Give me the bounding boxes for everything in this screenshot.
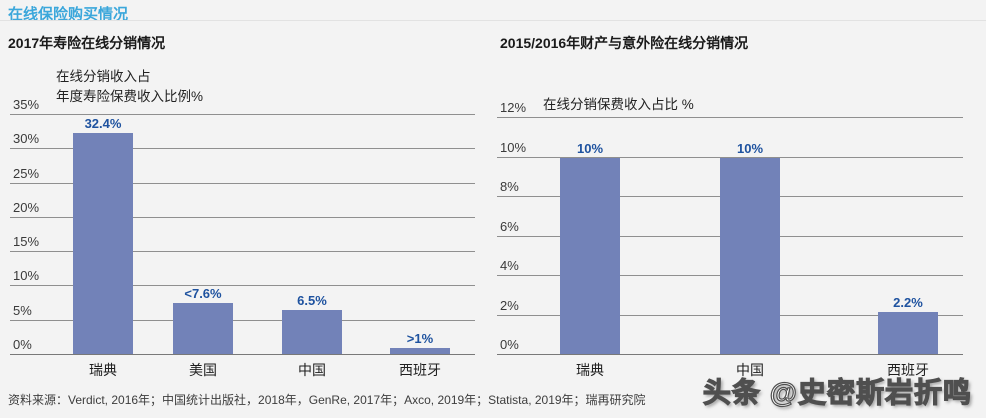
bar-group: 32.4% 瑞典 xyxy=(73,115,133,378)
bar-value-label: 2.2% xyxy=(893,294,923,310)
bar-group: 10% 中国 xyxy=(720,140,780,378)
y-axis-label-line: 年度寿险保费收入比例% xyxy=(56,89,204,105)
bar xyxy=(720,157,780,355)
bar xyxy=(878,311,938,355)
watermark: 头条 @史密斯岩折鸣 xyxy=(702,376,972,408)
category-label: 西班牙 xyxy=(887,362,929,378)
y-tick-label: 12% xyxy=(500,100,527,115)
gridline xyxy=(497,156,963,158)
bar xyxy=(282,310,342,355)
y-axis-label-line: 在线分销收入占 xyxy=(56,69,151,84)
bar xyxy=(560,157,620,355)
bar-value-label: >1% xyxy=(406,331,434,347)
bar-group: <7.6% 美国 xyxy=(173,285,233,378)
gridline xyxy=(10,114,475,115)
category-label: 美国 xyxy=(189,362,217,378)
plot-area-property-casualty: 12% 10% 8% 6% 4% 2% 0% 10% 瑞典 10% 中国 2.2% 西班牙 xyxy=(497,100,963,378)
y-tick-label: 6% xyxy=(500,218,519,234)
y-tick-label: 2% xyxy=(500,297,519,313)
gridline xyxy=(10,148,475,150)
y-tick-label: 8% xyxy=(500,179,519,195)
chart-title-property-casualty: 2015/2016年财产与意外险在线分销情况 xyxy=(500,35,749,51)
bar-value-label: 6.5% xyxy=(297,293,327,309)
y-axis-label-life: 在线分销收入占 年度寿险保费收入比例% xyxy=(56,67,203,108)
chart-title-life: 2017年寿险在线分销情况 xyxy=(8,35,166,51)
gridline xyxy=(10,285,475,287)
category-label: 中国 xyxy=(298,362,326,378)
y-tick-label: 35% xyxy=(13,97,40,112)
bar-group: 10% 瑞典 xyxy=(560,140,620,378)
y-tick-label: 10% xyxy=(13,268,40,284)
bar xyxy=(173,302,233,355)
gridline xyxy=(10,319,475,321)
gridline xyxy=(497,117,963,118)
bar-value-label: 32.4% xyxy=(84,115,122,131)
plot-area-life: 35% 30% 25% 20% 15% 10% 5% 0% 32.4% 瑞典 <7.6% 美国 6.5%… xyxy=(10,97,475,378)
y-tick-label: 10% xyxy=(500,139,527,155)
category-label: 中国 xyxy=(736,362,764,378)
bar xyxy=(390,348,450,355)
y-tick-label: 20% xyxy=(13,199,40,215)
gridline xyxy=(10,251,475,253)
gridline xyxy=(10,182,475,184)
bar-value-label: <7.6% xyxy=(184,285,222,301)
y-tick-label: 25% xyxy=(13,165,40,181)
page-title: 在线保险购买情况 xyxy=(8,6,129,23)
bar-group: >1% 西班牙 xyxy=(390,331,450,378)
category-label: 瑞典 xyxy=(89,362,117,378)
y-tick-label: 15% xyxy=(13,234,40,250)
y-axis-label-line: 在线分销保费收入占比 % xyxy=(543,97,694,112)
gridline xyxy=(10,216,475,218)
x-axis-baseline xyxy=(497,354,963,355)
category-label: 瑞典 xyxy=(576,362,604,378)
bar-group: 6.5% 中国 xyxy=(282,293,342,378)
bar-value-label: 10% xyxy=(736,140,764,156)
y-axis-label-property-casualty: 在线分销保费收入占比 % xyxy=(543,95,694,115)
bar-value-label: 10% xyxy=(576,140,604,156)
bar xyxy=(73,132,133,355)
category-label: 西班牙 xyxy=(399,362,441,378)
title-divider xyxy=(0,20,986,21)
x-axis-baseline xyxy=(10,354,475,355)
y-tick-label: 0% xyxy=(13,337,32,352)
y-tick-label: 4% xyxy=(500,258,519,274)
y-tick-label: 0% xyxy=(500,337,519,352)
y-tick-label: 30% xyxy=(13,131,40,147)
y-tick-label: 5% xyxy=(13,302,32,318)
source-note: 资料来源：Verdict, 2016年；中国统计出版社，2018年，GenRe,… xyxy=(8,393,646,407)
bar-group: 2.2% 西班牙 xyxy=(878,294,938,378)
